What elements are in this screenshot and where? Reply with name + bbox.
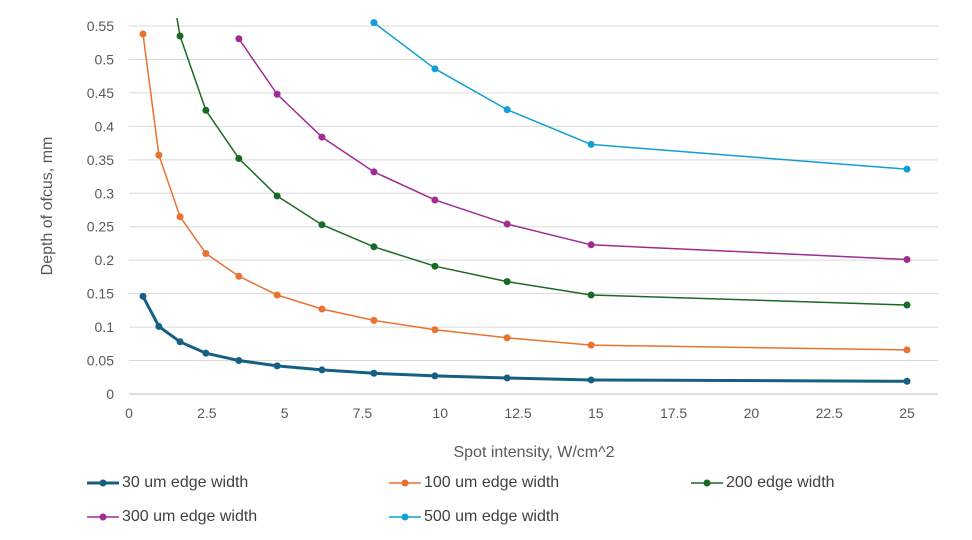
data-point [431,196,439,204]
x-tick-label: 17.5 [660,405,687,421]
data-point [370,369,378,377]
legend-item: 30 um edge width [86,474,248,492]
x-tick-label: 20 [744,405,760,421]
series-line [373,22,908,170]
x-tick-label: 10 [432,405,448,421]
y-tick-label: 0.5 [95,51,115,67]
data-point [503,374,511,382]
data-point [318,305,326,313]
x-tick-label: 0 [125,405,133,421]
data-point [176,213,184,221]
y-tick-label: 0.4 [95,118,115,134]
x-tick-label: 7.5 [353,405,373,421]
y-tick-label: 0.55 [87,18,114,34]
y-tick-label: 0.15 [87,286,114,302]
y-tick-label: 0 [106,386,114,402]
legend-item: 200 edge width [690,474,835,492]
y-tick-label: 0.2 [95,252,115,268]
data-point [235,272,243,280]
data-point [202,106,210,114]
x-tick-label: 2.5 [197,405,217,421]
legend-item: 300 um edge width [86,508,257,526]
data-point [155,151,163,159]
data-point [587,241,595,249]
data-point [235,154,243,162]
data-point [503,278,511,286]
legend-item: 100 um edge width [388,474,559,492]
data-point [273,362,281,370]
legend-marker-icon [389,513,421,521]
x-tick-label: 25 [899,405,915,421]
y-tick-label: 0.1 [95,319,115,335]
x-tick-label: 12.5 [504,405,531,421]
y-tick-label: 0.35 [87,152,114,168]
y-axis-label: Depth of ofcus, mm [39,137,56,276]
legend-marker-icon [691,479,723,487]
legend-label: 500 um edge width [424,508,560,525]
data-point [431,372,439,380]
data-point [503,334,511,342]
data-point [176,338,184,346]
legend-marker-icon [389,479,421,487]
x-axis-label: Spot intensity, W/cm^2 [453,444,614,461]
data-point [587,140,595,148]
data-point [155,322,163,330]
data-point [431,326,439,334]
series-line [238,38,908,261]
data-point [587,341,595,349]
x-tick-label: 22.5 [816,405,843,421]
data-point [235,35,243,43]
data-point [370,168,378,176]
y-tick-label: 0.05 [87,353,114,369]
data-point [903,346,911,354]
y-tick-label: 0.45 [87,85,114,101]
series-line [176,18,908,306]
data-point [318,366,326,374]
series-line [142,33,908,351]
data-point [587,376,595,384]
data-point [431,65,439,73]
legend-label: 300 um edge width [122,508,258,525]
data-point [176,32,184,40]
data-point [139,30,147,38]
data-point [370,243,378,251]
data-point [370,19,378,27]
data-point [235,357,243,365]
data-point [139,292,147,300]
legend-label: 100 um edge width [424,474,560,491]
legend-item: 500 um edge width [388,508,559,526]
data-point [370,316,378,324]
x-tick-label: 5 [281,405,289,421]
data-point [273,192,281,200]
x-tick-label: 15 [588,405,604,421]
data-point [903,377,911,385]
data-point [318,221,326,229]
legend-label: 200 edge width [726,474,835,491]
y-tick-label: 0.25 [87,219,114,235]
legend-marker-icon [87,479,119,487]
data-point [503,220,511,228]
data-point [903,301,911,309]
data-point [273,291,281,299]
data-point [903,165,911,173]
data-point [587,291,595,299]
legend-marker-icon [87,513,119,521]
series-line [141,295,908,383]
data-point [318,133,326,141]
data-point [202,249,210,257]
data-point [273,90,281,98]
y-tick-label: 0.3 [95,185,115,201]
legend-label: 30 um edge width [122,474,249,491]
data-point [503,106,511,114]
data-point [431,262,439,270]
data-point [202,349,210,357]
data-point [903,256,911,264]
